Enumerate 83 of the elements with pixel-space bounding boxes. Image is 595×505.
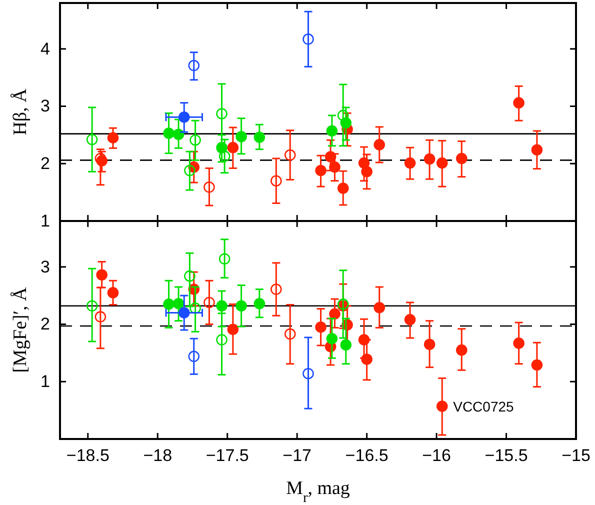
point [424,153,436,165]
point [254,298,266,310]
point [216,334,228,346]
point [254,132,266,143]
point [329,308,340,320]
y-axis-title: [MgFe]′, Å [10,287,31,373]
point [86,300,98,312]
point [302,33,314,45]
point [216,300,228,312]
point [361,354,372,365]
point [337,182,349,194]
annotation: VCC0725 [453,398,514,414]
point [184,164,196,176]
y-axis-title: Hβ, Å [10,88,31,136]
point [374,302,386,314]
point [436,400,448,412]
point [96,269,108,281]
point [190,134,201,146]
point [178,112,190,123]
x-tick-label: −17.5 [206,446,249,466]
point [456,344,468,356]
point [284,328,296,340]
x-tick-label: −17 [282,446,312,466]
point [172,128,184,140]
point [184,270,196,282]
point [329,161,340,173]
point [456,152,468,164]
point [436,157,448,169]
point [227,142,239,154]
point [513,97,524,108]
x-tick-label: −16 [422,446,451,466]
point [326,125,338,137]
point [270,175,282,186]
point [216,108,228,120]
point [361,166,372,178]
point [404,157,416,169]
point [204,296,215,308]
point [94,311,106,322]
point [204,182,215,193]
point [315,321,326,333]
point [531,359,543,371]
y-tick-label: 2 [40,154,50,174]
point [236,300,247,312]
point [315,164,326,176]
point [163,298,174,310]
point [324,151,336,162]
point [424,338,436,350]
point [188,60,200,72]
y-tick-label: 4 [40,39,50,58]
point [513,338,524,349]
y-tick-label: 1 [40,211,50,230]
point [326,332,338,344]
point [86,134,98,146]
point [227,324,239,336]
point [374,139,386,150]
point [190,302,201,314]
y-tick-label: 3 [40,257,50,276]
point [284,149,296,161]
point [270,284,282,295]
x-tick-label: −18 [143,446,172,466]
x-tick-label: −15.5 [484,446,528,466]
point [236,131,247,142]
point [172,298,184,310]
y-tick-label: 2 [40,314,50,334]
point [163,128,174,139]
x-axis-title: M$_{r}$, mag [286,478,350,505]
y-tick-label: 3 [40,96,50,116]
point [218,253,230,265]
point [358,334,370,346]
point [218,150,230,162]
point [302,368,314,380]
point [340,339,352,351]
point [178,307,190,318]
point [404,314,416,326]
y-tick-label: 1 [40,372,50,392]
point [188,350,200,362]
x-tick-label: −16.5 [345,446,388,466]
point [531,144,543,156]
point [107,287,119,298]
point [337,110,349,122]
x-tick-label: −18.5 [66,446,110,466]
point [107,132,119,144]
x-tick-label: −15 [562,446,590,466]
